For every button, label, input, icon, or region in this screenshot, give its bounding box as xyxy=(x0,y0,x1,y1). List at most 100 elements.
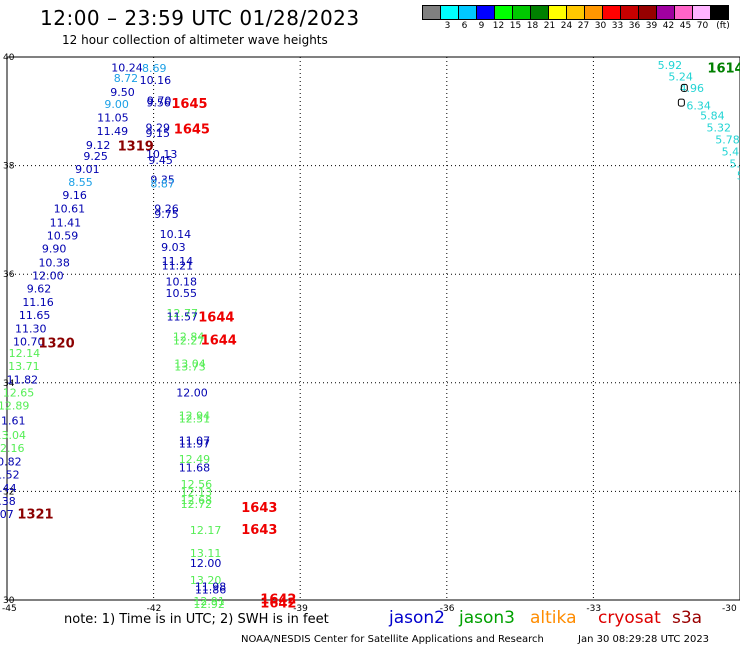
swh-label: 12.89 xyxy=(0,400,29,413)
swh-label: 11.86 xyxy=(195,584,227,597)
swh-label: 9.26 xyxy=(154,202,179,215)
swh-label: 12.16 xyxy=(0,442,25,455)
lon-tick-label: -42 xyxy=(147,604,162,614)
swh-label: 9.90 xyxy=(42,243,67,256)
lon-tick-label: -45 xyxy=(2,604,17,614)
swh-label: 5.84 xyxy=(700,110,725,123)
swh-label: 13.04 xyxy=(174,357,206,370)
swh-label: 9.01 xyxy=(75,163,100,176)
swh-label: 13.71 xyxy=(8,360,40,373)
lat-lon-grid xyxy=(7,57,740,600)
swh-label: 11.07 xyxy=(0,508,14,521)
colorbar-label: 27 xyxy=(577,21,590,31)
wave-height-colorbar xyxy=(422,5,729,20)
swh-label: 5.41 xyxy=(722,145,740,158)
lat-tick-label: 38 xyxy=(3,162,15,172)
swh-label: 9.45 xyxy=(148,154,173,167)
swh-label: 12.94 xyxy=(179,409,211,422)
swh-label: 12.84 xyxy=(173,331,205,344)
swh-label: 13.73 xyxy=(174,361,206,374)
footer-note: note: 1) Time is in UTC; 2) SWH is in fe… xyxy=(64,612,329,627)
swh-label: 8.72 xyxy=(114,72,139,85)
swh-label: 12.72 xyxy=(181,498,213,511)
swh-label: 10.38 xyxy=(38,256,70,269)
colorbar-label: 45 xyxy=(679,21,692,31)
lat-tick-label: 32 xyxy=(3,487,14,497)
legend-entry-s3a: s3a xyxy=(672,608,703,628)
island-markers xyxy=(677,83,688,107)
colorbar-label: 6 xyxy=(461,21,468,31)
lat-tick-label: 30 xyxy=(3,596,15,606)
swh-label: 5.78 xyxy=(715,134,740,147)
swh-label: 8.87 xyxy=(150,178,175,191)
swh-label: 12.17 xyxy=(190,524,222,537)
lat-tick-label: 40 xyxy=(3,53,15,63)
pass-time-label: 1642 xyxy=(260,597,296,612)
swh-label: 13.11 xyxy=(190,547,222,560)
colorbar-label: 21 xyxy=(543,21,556,31)
swh-label: 9.70 xyxy=(147,94,172,107)
pass-time-label: 1644 xyxy=(198,311,234,326)
swh-label: 10.59 xyxy=(47,230,79,243)
swh-label: 5.92 xyxy=(658,59,683,72)
swh-label: 11.21 xyxy=(162,260,194,273)
swh-label: 12.00 xyxy=(190,557,222,570)
swh-label: 9.15 xyxy=(145,127,170,140)
swh-label: 11.44 xyxy=(0,482,17,495)
colorbar-labels: 3 6 9 12 15 18 21 24 27 30 33 36 39 42 45 70 (ft) xyxy=(422,21,735,31)
swh-label: 10.82 xyxy=(0,456,22,469)
pass-time-label: 1319 xyxy=(118,140,154,155)
swh-label: 9.35 xyxy=(150,174,175,187)
swh-label: 12.68 xyxy=(181,494,213,507)
map-subtitle: 12 hour collection of altimeter wave hei… xyxy=(62,33,328,47)
pass-time-label: 1643 xyxy=(241,523,277,538)
legend-entry-cryosat: cryosat xyxy=(598,608,661,628)
footer-credit: NOAA/NESDIS Center for Satellite Applica… xyxy=(241,634,544,645)
colorbar-label: (ft) xyxy=(716,21,730,31)
swh-label: 12.00 xyxy=(32,269,64,282)
swh-label: 5.21 xyxy=(729,157,740,170)
colorbar-label: 36 xyxy=(628,21,641,31)
swh-label: 8.69 xyxy=(142,62,167,75)
swh-label: 5.32 xyxy=(706,122,731,135)
colorbar-label: 9 xyxy=(478,21,485,31)
map-title: 12:00 – 23:59 UTC 01/28/2023 xyxy=(40,6,360,30)
colorbar-label: 3 xyxy=(444,21,451,31)
axis-tick-labels: 40 38 36 34 32 30-45 -42 -39 -36 -33 -30 xyxy=(2,53,737,614)
lon-tick-label: -30 xyxy=(722,604,737,614)
swh-label: 11.14 xyxy=(162,255,194,268)
lon-tick-label: -39 xyxy=(293,604,308,614)
legend-entry-jason2: jason2 xyxy=(389,608,445,628)
colorbar-label: 12 xyxy=(492,21,505,31)
island-marker xyxy=(677,98,685,107)
pass-time-label: 1645 xyxy=(174,123,210,138)
pass-time-label: 1645 xyxy=(171,97,207,112)
swh-label: 12.49 xyxy=(179,453,211,466)
lon-tick-label: -36 xyxy=(440,604,455,614)
swh-label: 9.56 xyxy=(146,97,171,110)
swh-label: 5.07 xyxy=(737,169,740,182)
colorbar-label: 39 xyxy=(645,21,658,31)
swh-label: 10.38 xyxy=(0,495,16,508)
swh-label: 11.52 xyxy=(0,469,20,482)
colorbar-label: 30 xyxy=(594,21,607,31)
swh-label: 12.56 xyxy=(181,478,213,491)
pass-time-labels: 1645 1645 1319 1644 1644 1320 1321 1643 1643 1642… xyxy=(17,61,740,611)
swh-label: 11.57 xyxy=(166,311,198,324)
swh-label: 10.14 xyxy=(160,228,192,241)
swh-label: 9.25 xyxy=(83,150,108,163)
pass-time-label: 1642 xyxy=(260,592,296,607)
island-marker xyxy=(680,83,688,92)
swh-label: 12.92 xyxy=(193,598,225,611)
lat-tick-label: 36 xyxy=(3,270,15,280)
swh-label: 10.61 xyxy=(54,202,86,215)
pass-time-label: 1643 xyxy=(241,501,277,516)
colorbar-label: 24 xyxy=(560,21,573,31)
swh-label: 11.61 xyxy=(0,414,25,427)
swh-label: 11.05 xyxy=(97,111,129,124)
swh-label: 11.49 xyxy=(97,125,129,138)
pass-time-label: 1644 xyxy=(201,333,237,348)
swh-label: 12.77 xyxy=(166,307,198,320)
swh-label: 11.30 xyxy=(15,323,46,336)
colorbar-label: 42 xyxy=(662,21,675,31)
